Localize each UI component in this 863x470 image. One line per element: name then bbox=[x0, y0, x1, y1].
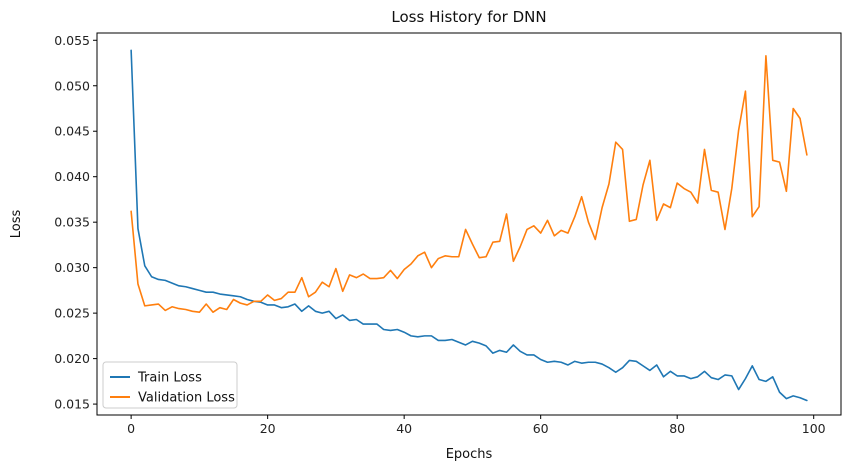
y-tick-label: 0.050 bbox=[54, 78, 90, 93]
legend-box bbox=[102, 361, 238, 409]
legend-label-train-loss: Train Loss bbox=[137, 371, 202, 386]
series-line-validation-loss bbox=[130, 54, 808, 314]
chart-title: Loss History for DNN bbox=[391, 8, 546, 26]
y-tick-label: 0.015 bbox=[54, 397, 90, 412]
x-tick-label: 60 bbox=[533, 421, 549, 436]
plot-lines bbox=[130, 49, 808, 402]
y-axis-ticks: 0.015 0.020 0.025 0.030 0.035 0.040 0.045 0.050… bbox=[54, 33, 97, 412]
x-tick-label: 0 bbox=[127, 421, 135, 436]
y-tick-label: 0.025 bbox=[54, 306, 90, 321]
y-tick-label: 0.055 bbox=[54, 33, 90, 48]
y-axis-title: Loss bbox=[9, 210, 24, 239]
legend: Train Loss Validation Loss bbox=[102, 361, 238, 409]
series-line-train-loss bbox=[130, 49, 808, 402]
x-tick-label: 100 bbox=[802, 421, 826, 436]
y-tick-label: 0.045 bbox=[54, 124, 90, 139]
x-axis-ticks: 0 20 40 60 80 100 bbox=[127, 415, 826, 436]
y-tick-label: 0.030 bbox=[54, 260, 90, 275]
y-tick-label: 0.020 bbox=[54, 351, 90, 366]
y-tick-label: 0.040 bbox=[54, 169, 90, 184]
x-tick-label: 40 bbox=[396, 421, 412, 436]
legend-label-validation-loss: Validation Loss bbox=[138, 391, 235, 406]
plot-frame bbox=[96, 32, 842, 416]
y-tick-label: 0.035 bbox=[54, 215, 90, 230]
x-axis-title: Epochs bbox=[446, 447, 493, 462]
x-tick-label: 20 bbox=[260, 421, 276, 436]
x-tick-label: 80 bbox=[669, 421, 685, 436]
